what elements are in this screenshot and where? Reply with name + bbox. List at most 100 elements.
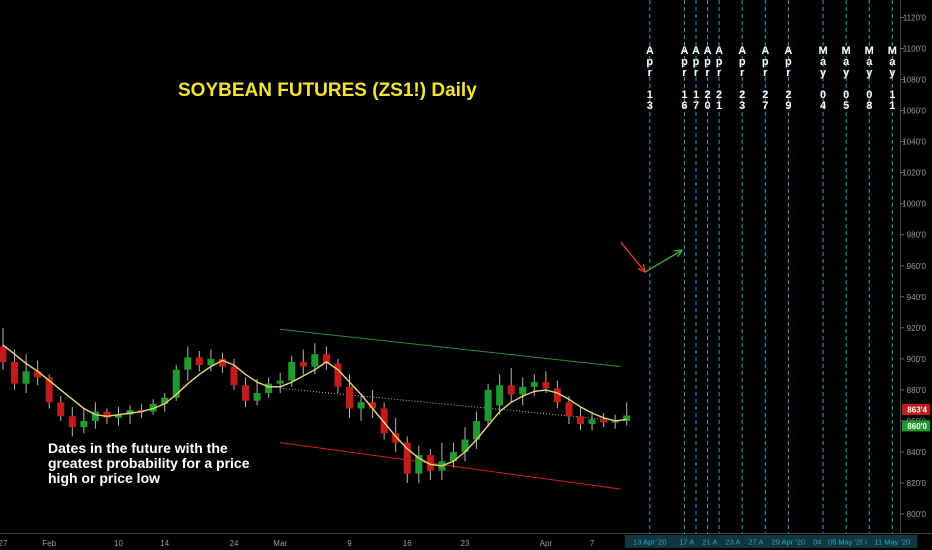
future-time-label-box bbox=[867, 535, 918, 548]
candle-down bbox=[565, 402, 573, 417]
future-time-label-box bbox=[821, 535, 872, 548]
time-tick-label: 14 bbox=[160, 539, 169, 548]
candle-down bbox=[45, 377, 53, 403]
future-time-label: 05 May '20 bbox=[828, 538, 864, 547]
candle-down bbox=[68, 416, 76, 428]
candle-up bbox=[80, 420, 88, 428]
candle-down bbox=[242, 385, 250, 401]
candle-down bbox=[334, 363, 342, 387]
candle-down bbox=[195, 357, 203, 366]
candle-down bbox=[11, 361, 19, 384]
candle-up bbox=[265, 383, 273, 393]
future-time-label-box bbox=[810, 535, 824, 548]
candle-up bbox=[149, 403, 157, 412]
candle-up bbox=[288, 361, 296, 381]
lower-channel-line bbox=[280, 442, 621, 490]
candle-down bbox=[392, 433, 400, 443]
candle-up bbox=[126, 410, 134, 415]
candle-down bbox=[507, 385, 515, 395]
future-time-label-box bbox=[624, 535, 675, 548]
candle-up bbox=[207, 358, 215, 366]
candle-up bbox=[473, 420, 481, 440]
price-tick-label: 1060'0 bbox=[902, 107, 926, 116]
candle-down bbox=[57, 402, 65, 417]
candle-down bbox=[218, 358, 226, 367]
candle-up bbox=[311, 354, 319, 367]
price-tick-label: 1120'0 bbox=[903, 14, 927, 23]
candle-down bbox=[542, 382, 550, 389]
candle-up bbox=[461, 439, 469, 452]
time-tick-label: 16 bbox=[403, 539, 412, 548]
down-arrow-shaft bbox=[620, 242, 646, 273]
price-tick-label: 1020'0 bbox=[902, 169, 926, 178]
price-tick-label: 900'0 bbox=[907, 355, 927, 364]
upper-channel-line bbox=[280, 328, 621, 368]
future-time-label: 29 Apr '20 bbox=[772, 538, 806, 547]
candle-up bbox=[91, 411, 99, 421]
candle-up bbox=[22, 371, 30, 384]
candle-up bbox=[519, 386, 527, 395]
candle-down bbox=[426, 455, 434, 471]
price-tick-label: 1040'0 bbox=[902, 138, 926, 147]
candle-down bbox=[138, 410, 146, 412]
time-tick-label: 7 bbox=[590, 539, 595, 548]
candle-up bbox=[172, 369, 180, 398]
channel-midline bbox=[280, 387, 621, 422]
time-tick-label: 23 bbox=[461, 539, 470, 548]
candle-up bbox=[623, 415, 631, 421]
candle-up bbox=[253, 392, 261, 401]
candle-down bbox=[369, 402, 377, 409]
candle-down bbox=[600, 419, 608, 423]
time-tick-label: 9 bbox=[347, 539, 352, 548]
future-time-label: 13 Apr '20 bbox=[633, 538, 667, 547]
future-time-label: 11 May '20 bbox=[874, 538, 910, 547]
candle-up bbox=[276, 380, 284, 384]
up-arrow-head bbox=[674, 249, 684, 258]
price-axis-panel bbox=[900, 0, 932, 550]
price-tick-label: 880'0 bbox=[907, 386, 927, 395]
time-tick-label: 10 bbox=[114, 539, 123, 548]
candle-down bbox=[322, 354, 330, 364]
price-tick-label: 820'0 bbox=[907, 479, 927, 488]
candle-down bbox=[403, 442, 411, 474]
time-tick-label: Apr bbox=[540, 539, 553, 548]
last-price-label-box bbox=[902, 420, 930, 432]
candle-up bbox=[115, 414, 122, 418]
time-tick-label: 27 bbox=[0, 539, 8, 548]
last-price-label: 860'0 bbox=[907, 422, 927, 431]
candle-up bbox=[161, 397, 169, 404]
future-time-label: 04 bbox=[813, 538, 821, 547]
time-tick-label: 24 bbox=[230, 539, 239, 548]
last-price-label: 863'4 bbox=[907, 405, 927, 414]
candle-up bbox=[530, 382, 538, 387]
up-arrow-shaft bbox=[644, 249, 683, 273]
time-tick-label: Mar bbox=[273, 539, 287, 548]
time-tick-label: Feb bbox=[42, 539, 56, 548]
